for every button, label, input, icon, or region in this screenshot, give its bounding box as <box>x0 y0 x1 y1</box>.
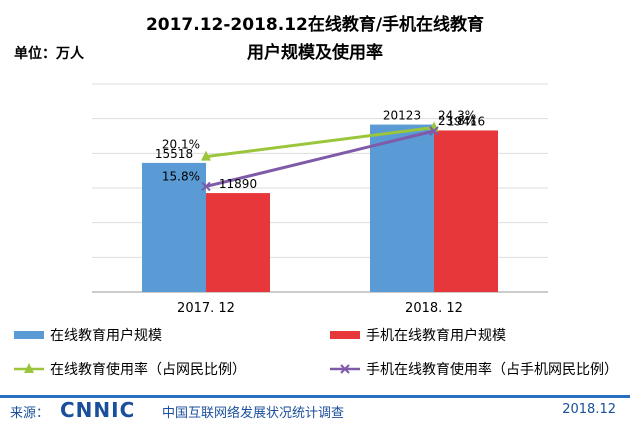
line-marker-x <box>201 181 211 192</box>
legend-marker <box>340 364 350 374</box>
percent-label: 15.8% <box>162 169 200 183</box>
bar-value-label: 15518 <box>155 147 193 161</box>
lines-group <box>201 121 439 192</box>
x-axis: 2017. 12 2018. 12 <box>177 301 463 316</box>
bar-value-label: 20123 <box>383 109 421 123</box>
source-date: 2018.12 <box>562 402 616 417</box>
bar <box>434 130 498 292</box>
legend-marker <box>24 363 34 373</box>
bars-group <box>142 124 498 293</box>
legend-swatch <box>330 331 360 339</box>
bar-value-label: 11890 <box>219 177 257 191</box>
percent-label: 24.3% <box>438 109 476 123</box>
chart-title-line2: 用户规模及使用率 <box>247 42 383 63</box>
source-org: 中国互联网络发展状况统计调查 <box>162 406 345 421</box>
line-marker-triangle <box>201 150 211 161</box>
line-marker-x <box>429 126 439 136</box>
bar <box>206 193 270 292</box>
bar <box>370 124 434 293</box>
cnnic-logo: CNNIC <box>60 398 136 422</box>
source-label: 来源： <box>10 406 50 421</box>
x-tick-label: 2018. 12 <box>405 301 463 316</box>
legend-label: 在线教育使用率（占网民比例） <box>50 361 246 378</box>
series-line <box>205 129 435 188</box>
footer-divider <box>0 395 630 398</box>
bar-value-label: 19416 <box>447 114 485 128</box>
legend-label: 在线教育用户规模 <box>50 327 162 344</box>
unit-label: 单位：万人 <box>14 45 85 62</box>
legend-label: 手机在线教育用户规模 <box>366 327 506 344</box>
percent-label: 23.8% <box>438 114 476 128</box>
legend-swatch <box>14 331 44 339</box>
x-tick-label: 2017. 12 <box>177 301 235 316</box>
legend-label: 手机在线教育使用率（占手机网民比例） <box>366 361 618 378</box>
chart-title-line1: 2017.12-2018.12在线教育/手机在线教育 <box>146 14 484 35</box>
bar <box>142 162 206 292</box>
percent-label: 20.1% <box>162 138 200 152</box>
data-labels-group: 15518 11890 20123 19416 20.1% 24.3% 15.8% 23.8% <box>155 109 485 192</box>
series-line <box>205 126 435 159</box>
